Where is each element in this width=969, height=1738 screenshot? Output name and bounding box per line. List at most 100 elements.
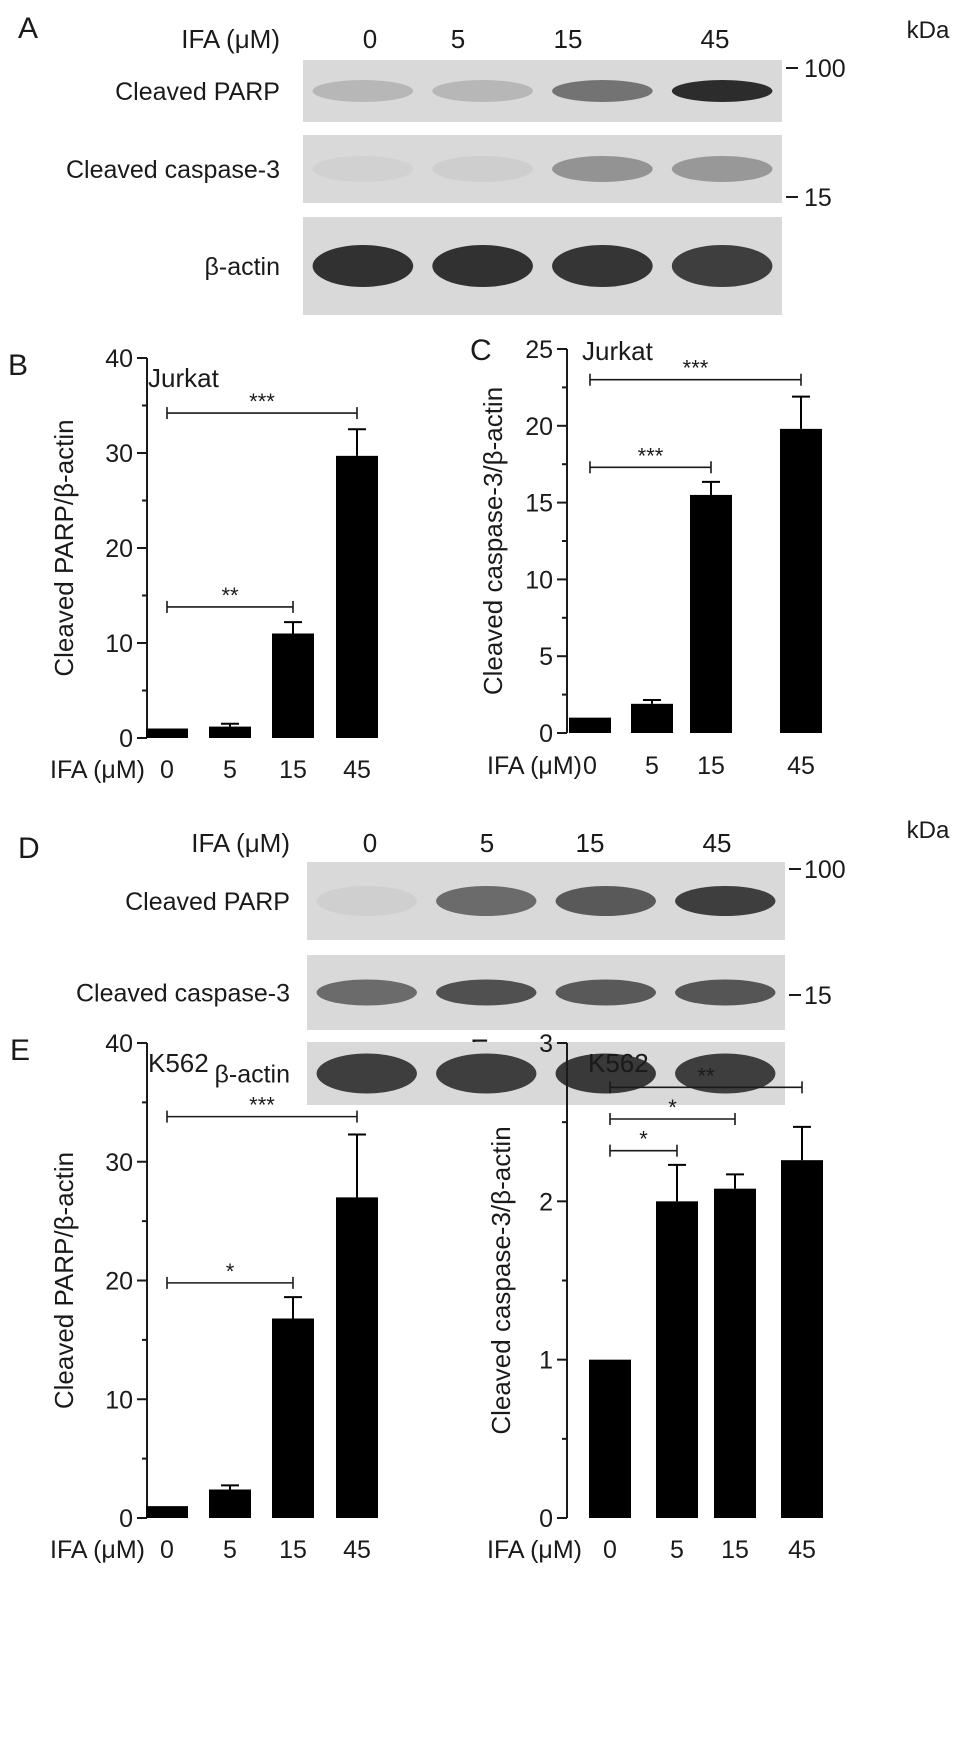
y-tick-label: 40 <box>105 345 133 373</box>
bar <box>631 703 673 733</box>
sig-label: ** <box>221 583 239 608</box>
lane-label: 45 <box>701 24 730 54</box>
blot-band <box>552 80 653 102</box>
blot-band <box>316 886 417 916</box>
lane-label: 45 <box>703 828 732 858</box>
bar <box>272 1318 314 1518</box>
x-tick-label: 0 <box>160 756 174 784</box>
y-tick-label: 30 <box>105 440 133 468</box>
y-tick-label: 10 <box>105 1386 133 1414</box>
y-tick-label: 40 <box>105 1030 133 1058</box>
sig-label: * <box>226 1259 235 1284</box>
sig-label: * <box>668 1095 677 1120</box>
x-tick-label: 15 <box>721 1536 749 1564</box>
blot-row-label: Cleaved caspase-3 <box>76 980 290 1008</box>
y-tick-label: 0 <box>539 720 553 748</box>
y-axis-label: Cleaved PARP/β-actin <box>49 419 79 676</box>
x-tick-label: 5 <box>670 1536 684 1564</box>
y-tick-label: 15 <box>525 490 553 518</box>
ifa-label: IFA (μM) <box>191 828 290 858</box>
y-tick-label: 0 <box>119 725 133 753</box>
bar <box>146 1506 188 1518</box>
sig-label: *** <box>249 1093 275 1118</box>
y-tick-label: 25 <box>525 336 553 364</box>
kda-label: kDa <box>907 817 950 844</box>
x-tick-label: 15 <box>697 752 725 780</box>
y-tick-label: 1 <box>539 1347 553 1375</box>
y-tick-label: 0 <box>539 1505 553 1533</box>
blot-band <box>675 979 776 1006</box>
x-tick-label: 45 <box>788 1536 816 1564</box>
sig-label: ** <box>697 1063 715 1088</box>
y-tick-label: 10 <box>525 566 553 594</box>
kda-label: kDa <box>907 17 950 44</box>
panel-letter-c: C <box>470 334 492 367</box>
x-tick-label: 0 <box>603 1536 617 1564</box>
y-tick-label: 30 <box>105 1149 133 1177</box>
marker-label: 15 <box>804 982 832 1010</box>
bar <box>272 633 314 738</box>
bar <box>336 1197 378 1518</box>
panel-letter-a: A <box>18 12 38 45</box>
bar <box>569 717 611 733</box>
y-tick-label: 20 <box>105 1268 133 1296</box>
x-axis-label: IFA (μM) <box>50 756 145 784</box>
panel-letter-e: E <box>10 1034 30 1067</box>
bar-chart-b: 0 10 20 30 40 Cleaved PARP/β-actin Jurkat 0 5 15 4… <box>49 345 378 784</box>
blot-row-label: β-actin <box>204 253 280 281</box>
x-axis-label: IFA (μM) <box>487 752 582 780</box>
x-tick-label: 45 <box>343 756 371 784</box>
panel-letter-b: B <box>8 349 28 382</box>
lane-label: 5 <box>480 828 494 858</box>
panel-letter-d: D <box>18 832 40 865</box>
y-tick-label: 5 <box>539 643 553 671</box>
bar <box>589 1359 631 1518</box>
bar-chart-f: 0 1 2 3 Cleaved caspase-3/β-actin K562 0 5 15 45 I… <box>486 1030 823 1564</box>
bar <box>714 1188 756 1518</box>
marker-label: 100 <box>804 55 846 83</box>
bar <box>146 728 188 738</box>
marker-label: 100 <box>804 856 846 884</box>
y-axis-label: Cleaved PARP/β-actin <box>49 1152 79 1409</box>
blot-band <box>432 245 533 287</box>
sig-label: *** <box>683 356 709 381</box>
bar <box>781 1160 823 1518</box>
blot-band <box>671 156 773 182</box>
blot-band <box>436 979 537 1006</box>
bar <box>690 494 732 733</box>
x-tick-label: 45 <box>787 752 815 780</box>
blot-band <box>312 245 414 287</box>
blot-row-label: β-actin <box>214 1061 290 1089</box>
western-blot-d: IFA (μM) 0 5 15 45 kDa Cleaved PARP Cleaved cas… <box>76 817 950 1105</box>
y-axis-label: Cleaved caspase-3/β-actin <box>486 1126 516 1434</box>
blot-band <box>552 245 653 287</box>
sig-label: *** <box>249 389 275 414</box>
x-tick-label: 5 <box>223 756 237 784</box>
blot-band <box>436 1053 537 1094</box>
x-tick-label: 5 <box>645 752 659 780</box>
marker-label: 15 <box>804 184 832 212</box>
sig-label: *** <box>638 443 664 468</box>
x-axis-label: IFA (μM) <box>50 1536 145 1564</box>
blot-row-label: Cleaved caspase-3 <box>66 156 280 184</box>
bar <box>780 428 822 733</box>
cell-line-label: Jurkat <box>582 336 654 366</box>
bar <box>209 1489 251 1518</box>
blot-band <box>312 80 414 102</box>
blot-band <box>432 80 533 102</box>
blot-band <box>316 1053 417 1094</box>
bar <box>656 1201 698 1518</box>
x-tick-label: 0 <box>160 1536 174 1564</box>
cell-line-label: K562 <box>588 1048 649 1078</box>
blot-band <box>552 156 653 182</box>
y-tick-label: 3 <box>539 1030 553 1058</box>
y-tick-label: 10 <box>105 630 133 658</box>
blot-band <box>675 886 776 916</box>
y-tick-label: 2 <box>539 1188 553 1216</box>
sig-label: * <box>639 1127 648 1152</box>
bar-chart-c: 0 5 10 15 20 25 Cleaved caspase-3/β-actin Jurka… <box>478 336 822 780</box>
blot-band <box>312 156 414 182</box>
blot-band <box>671 80 773 102</box>
lane-label: 5 <box>451 24 465 54</box>
